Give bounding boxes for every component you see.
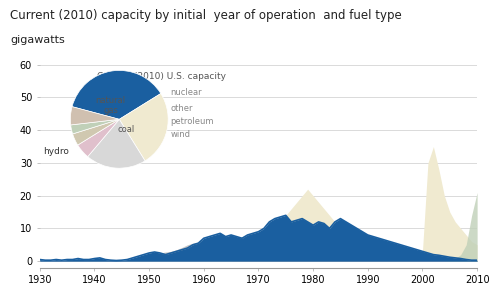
Wedge shape [71, 119, 119, 134]
Wedge shape [78, 119, 119, 157]
Text: Current (2010) U.S. capacity: Current (2010) U.S. capacity [96, 72, 226, 81]
Text: other: other [170, 104, 193, 113]
Wedge shape [119, 93, 168, 161]
Text: coal: coal [118, 125, 135, 134]
Wedge shape [73, 119, 119, 145]
Wedge shape [88, 119, 145, 168]
Text: gigawatts: gigawatts [10, 35, 65, 45]
Text: petroleum: petroleum [170, 117, 214, 126]
Text: wind: wind [170, 130, 191, 139]
Text: nuclear: nuclear [170, 88, 202, 97]
Text: Current (2010) capacity by initial  year of operation  and fuel type: Current (2010) capacity by initial year … [10, 9, 402, 22]
Text: hydro: hydro [44, 147, 70, 156]
Wedge shape [71, 107, 119, 125]
Text: natural
gas: natural gas [95, 96, 126, 115]
Wedge shape [72, 70, 161, 119]
